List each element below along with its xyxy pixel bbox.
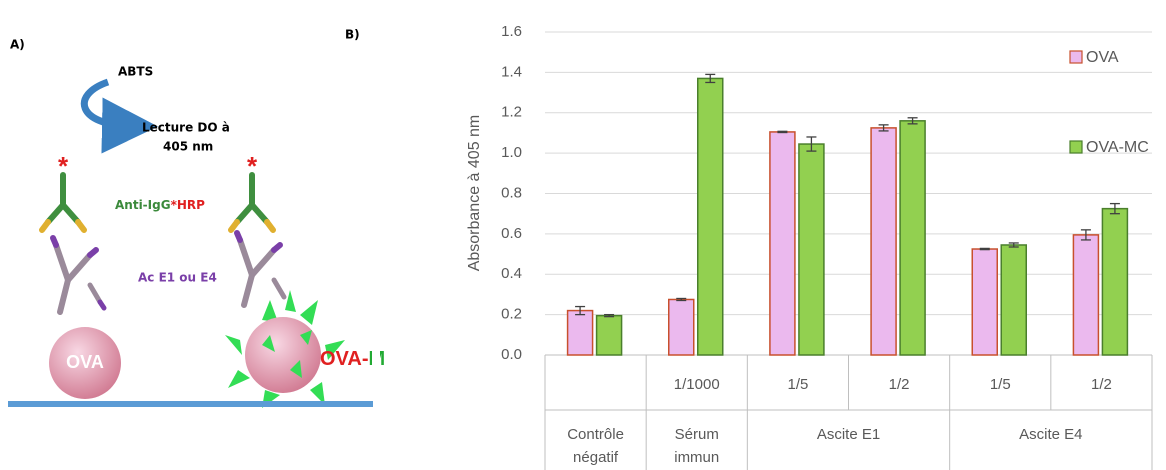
bar xyxy=(870,127,897,356)
conjugate-antibody: * * xyxy=(39,151,276,233)
legend-label: OVA xyxy=(1086,49,1119,66)
group-label-line: Sérum xyxy=(675,426,719,443)
reaction-arrow xyxy=(80,78,158,154)
error-bar xyxy=(1109,202,1120,215)
enzyme-text: *HRP xyxy=(171,198,206,212)
mask xyxy=(372,340,380,390)
antigen-prefix: OVA- xyxy=(320,348,369,370)
bar xyxy=(1072,234,1100,356)
group-label-line: négatif xyxy=(573,449,619,466)
error-bar xyxy=(676,297,687,302)
bar xyxy=(971,248,998,356)
error-bar xyxy=(907,117,918,125)
y-axis-label: Absorbance à 405 nm xyxy=(466,115,483,272)
reading-label: Lecture DO à xyxy=(142,121,230,135)
error-bar xyxy=(777,130,788,134)
error-bar xyxy=(878,124,889,132)
legend-swatch xyxy=(1069,50,1083,64)
error-bar xyxy=(979,247,990,251)
chart: 0.0 0.2 0.4 0.6 0.8 1.0 1.2 1.4 1.6 1/1000 1/5 1/2 1… xyxy=(501,23,1153,470)
bar xyxy=(697,77,724,356)
bar xyxy=(798,143,825,356)
antigen-label: OVA xyxy=(66,352,104,372)
error-bar xyxy=(705,73,716,84)
error-bar xyxy=(1080,229,1091,241)
x-tick-label: 1/5 xyxy=(990,376,1011,393)
x-tick-label: 1/2 xyxy=(889,376,910,393)
y-tick-label: 0.4 xyxy=(501,265,522,282)
y-tick-label: 0.0 xyxy=(501,346,522,363)
svg-text:*: * xyxy=(58,151,69,181)
error-bar xyxy=(604,313,615,318)
x-tick-label: 1/2 xyxy=(1091,376,1112,393)
bar xyxy=(566,309,594,356)
y-tick-label: 0.6 xyxy=(501,225,522,242)
bar xyxy=(1000,244,1027,356)
y-tick-label: 1.6 xyxy=(501,23,522,40)
reading-label: 405 nm xyxy=(163,140,213,154)
bar xyxy=(595,314,623,356)
legend-label: OVA-MC xyxy=(1086,139,1149,156)
bar xyxy=(1101,207,1129,356)
bar xyxy=(769,131,796,356)
panel-label: B) xyxy=(345,28,360,42)
ova-mc-sphere xyxy=(225,290,345,408)
error-bar xyxy=(1008,242,1019,248)
x-tick-label: 1/1000 xyxy=(674,376,720,393)
panel-label: A) xyxy=(10,38,25,52)
y-tick-label: 1.4 xyxy=(501,63,522,80)
y-tick-label: 1.0 xyxy=(501,144,522,161)
conjugate-text: Anti-IgG xyxy=(115,198,171,212)
diagram: A) B) ABTS Lecture DO à 405 nm Anti-IgG*… xyxy=(8,28,385,408)
error-bar xyxy=(575,305,586,316)
error-bar xyxy=(806,136,817,152)
group-label: Contrôle négatif xyxy=(567,426,624,466)
primary-antibody xyxy=(50,230,287,315)
group-label-line: Contrôle xyxy=(567,426,624,443)
substrate-label: ABTS xyxy=(118,65,153,79)
ova-sphere xyxy=(49,327,121,399)
group-label-line: immun xyxy=(674,449,719,466)
svg-text:*: * xyxy=(247,151,258,181)
y-tick-label: 0.8 xyxy=(501,184,522,201)
bar xyxy=(668,298,695,356)
x-tick-label: 1/5 xyxy=(787,376,808,393)
conjugate-label: Anti-IgG*HRP xyxy=(115,198,205,212)
legend-swatch xyxy=(1069,140,1083,154)
group-label: Sérum immun xyxy=(674,426,719,466)
y-tick-label: 1.2 xyxy=(501,104,522,121)
group-label: Ascite E4 xyxy=(1019,426,1082,443)
group-label: Ascite E1 xyxy=(817,426,880,443)
y-tick-label: 0.2 xyxy=(501,306,522,323)
antibody-label: Ac E1 ou E4 xyxy=(138,271,217,285)
bar xyxy=(899,120,926,356)
